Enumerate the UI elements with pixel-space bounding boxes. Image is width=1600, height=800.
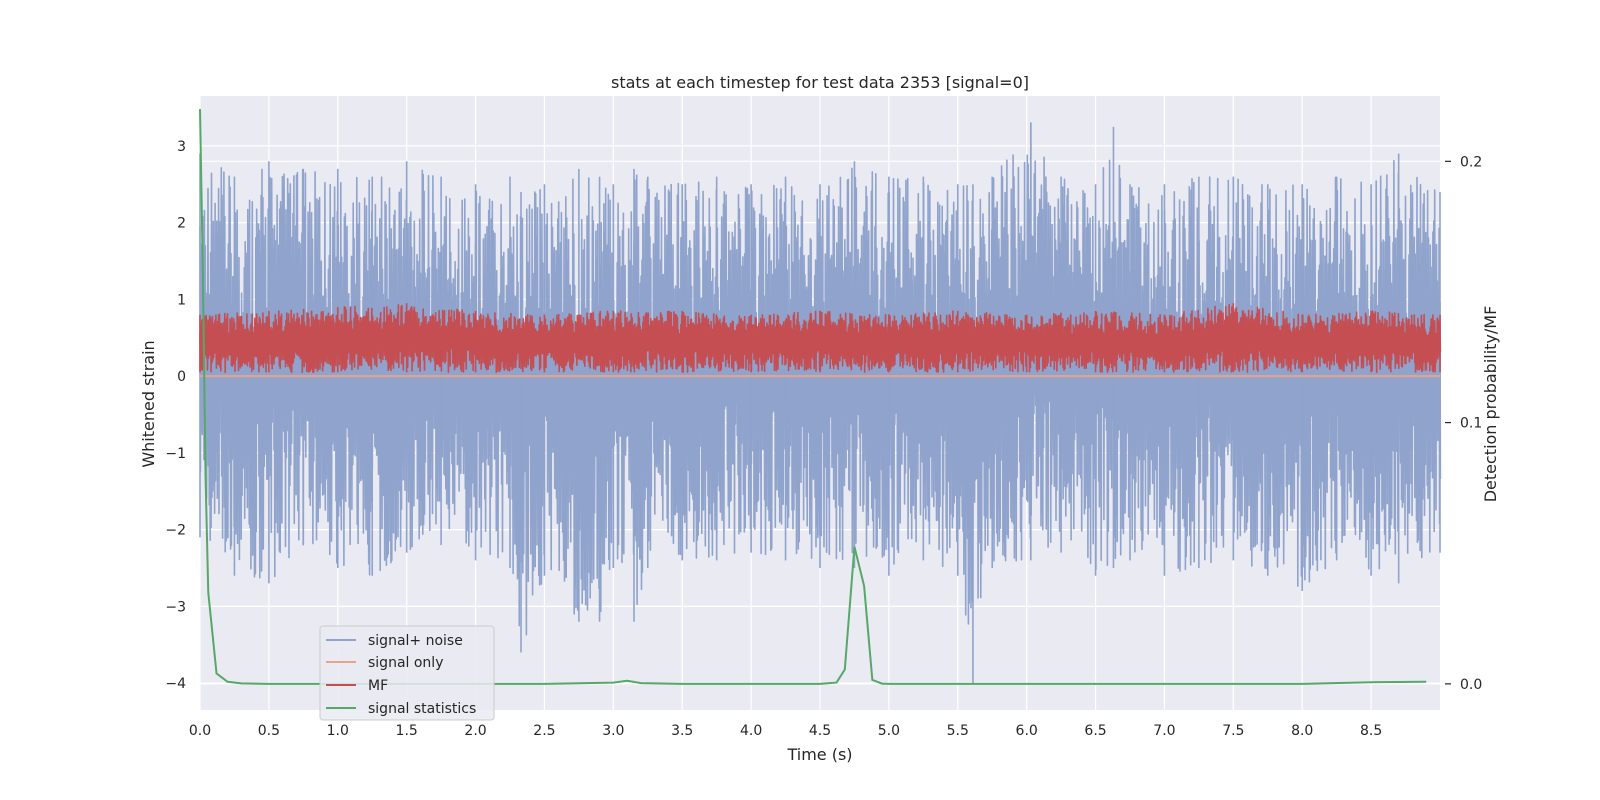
x-tick-label: 5.5	[947, 723, 969, 739]
legend-box	[319, 625, 495, 721]
x-tick-label: 2.5	[533, 723, 555, 739]
series-layer	[199, 109, 1442, 685]
y2-tick-labels: 0.2 0.1 0.0	[1445, 154, 1482, 693]
y-tick-label: −2	[165, 523, 186, 539]
x-tick-label: 8.0	[1291, 723, 1313, 739]
series-mf	[199, 303, 1442, 374]
y2-tick-label: 0.0	[1460, 677, 1482, 693]
y2-axis-label: Detection probability/MF	[1481, 306, 1500, 503]
chart-title: stats at each timestep for test data 235…	[611, 73, 1029, 92]
x-tick-label: 3.5	[671, 723, 693, 739]
y-tick-label: −1	[165, 446, 186, 462]
legend-label-mf: MF	[368, 678, 388, 694]
y2-tick-label: 0.2	[1460, 154, 1482, 170]
x-tick-label: 5.0	[878, 723, 900, 739]
y2-tick-label: 0.1	[1460, 416, 1482, 432]
x-tick-labels: 0.0 0.5 1.0 1.5 2.0 2.5 3.0 3.5 4.0 4.5 5.0 5.5 6.0 6…	[189, 723, 1382, 739]
x-tick-label: 4.5	[809, 723, 831, 739]
x-tick-label: 1.0	[327, 723, 349, 739]
y-tick-label: −3	[165, 599, 186, 615]
x-tick-label: 7.5	[1222, 723, 1244, 739]
legend-label-signal-only: signal only	[368, 655, 443, 671]
y-tick-label: 3	[177, 139, 186, 155]
x-tick-label: 1.5	[396, 723, 418, 739]
y-tick-label: 2	[177, 216, 186, 232]
legend: signal+ noise signal only MF signal stat…	[319, 625, 495, 721]
y-tick-label: 1	[177, 292, 186, 308]
x-tick-label: 2.0	[464, 723, 486, 739]
x-axis-label: Time (s)	[786, 745, 852, 764]
y-axis-label: Whitened strain	[139, 340, 158, 467]
x-tick-label: 6.0	[1016, 723, 1038, 739]
y-tick-label: −4	[165, 676, 186, 692]
series-signal-statistics-line	[199, 109, 1427, 685]
legend-label-signal-noise: signal+ noise	[368, 633, 463, 649]
x-tick-label: 4.0	[740, 723, 762, 739]
x-tick-label: 3.0	[602, 723, 624, 739]
x-tick-label: 0.0	[189, 723, 211, 739]
legend-label-signal-statistics: signal statistics	[368, 701, 476, 717]
x-tick-label: 0.5	[258, 723, 280, 739]
x-tick-label: 7.0	[1153, 723, 1175, 739]
series-signal-statistics	[199, 109, 1427, 685]
y-tick-label: 0	[177, 369, 186, 385]
x-tick-label: 8.5	[1360, 723, 1382, 739]
x-tick-label: 6.5	[1084, 723, 1106, 739]
y-tick-labels: 3 2 1 0 −1 −2 −3 −4	[165, 139, 186, 692]
